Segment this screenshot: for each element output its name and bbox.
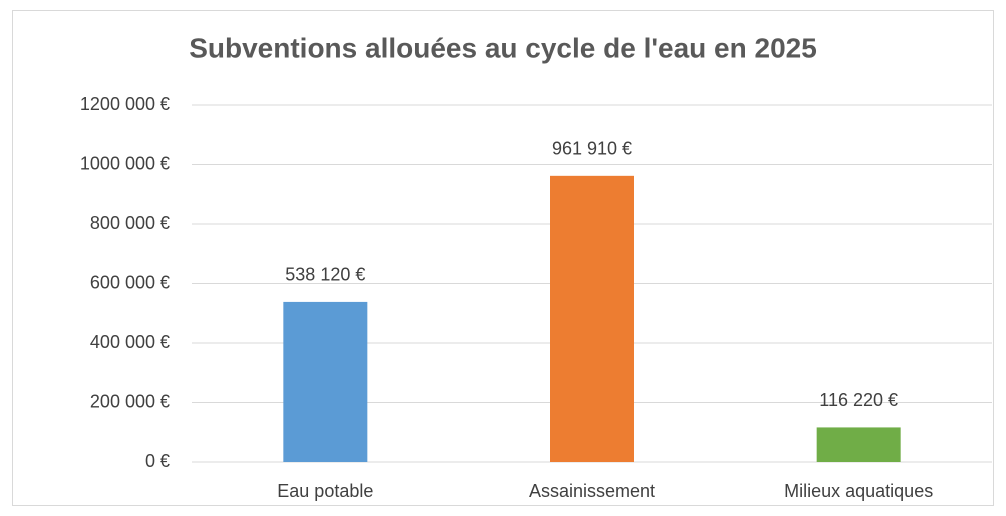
y-tick-label: 1200 000 € [80, 94, 170, 114]
bar [816, 427, 901, 462]
x-tick-label: Milieux aquatiques [784, 481, 933, 501]
y-tick-label: 600 000 € [90, 272, 170, 292]
bar [550, 175, 634, 462]
y-tick-label: 200 000 € [90, 391, 170, 411]
value-label: 961 910 € [552, 139, 632, 159]
x-tick-label: Assainissement [529, 481, 655, 501]
chart-title: Subventions allouées au cycle de l'eau e… [189, 32, 817, 63]
x-tick-label: Eau potable [277, 481, 373, 501]
y-tick-label: 400 000 € [90, 332, 170, 352]
value-label: 538 120 € [285, 265, 365, 285]
y-tick-label: 800 000 € [90, 213, 170, 233]
value-label: 116 220 € [819, 390, 898, 410]
bar [283, 301, 368, 462]
y-tick-label: 0 € [145, 451, 170, 471]
y-tick-label: 1000 000 € [80, 153, 170, 173]
chart-border [12, 10, 994, 506]
